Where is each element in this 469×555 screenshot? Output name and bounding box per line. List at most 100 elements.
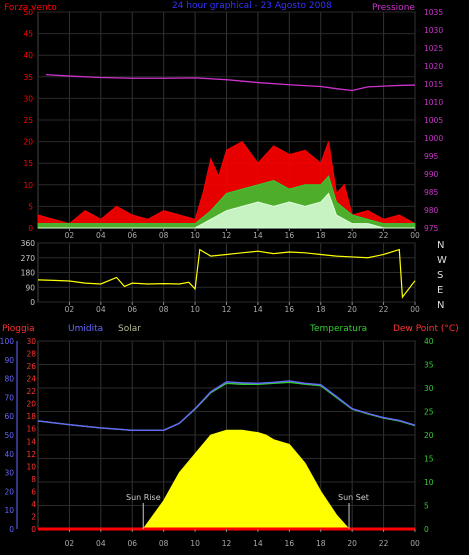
left-tick-label: 15 — [23, 159, 33, 168]
x-tick-label: 14 — [253, 305, 263, 314]
x-tick-label: 02 — [65, 539, 75, 548]
right-tick-label: 990 — [424, 170, 439, 179]
right-tick-label: 995 — [424, 152, 439, 161]
direction-tick-label: 90 — [25, 283, 35, 292]
rain-tick-label: 0 — [31, 525, 36, 534]
x-tick-label: 20 — [347, 539, 357, 548]
humidity-tick-label: 60 — [4, 412, 14, 421]
sun-rise-label: Sun Rise — [126, 493, 161, 502]
sun-set-label: Sun Set — [338, 493, 369, 502]
right-tick-label: 980 — [424, 206, 439, 215]
humidity-tick-label: 40 — [4, 450, 14, 459]
x-tick-label: 14 — [253, 539, 263, 548]
x-tick-label: 20 — [347, 231, 357, 240]
panel2-series — [37, 248, 416, 299]
x-tick-label: 10 — [190, 539, 200, 548]
rain-tick-label: 14 — [26, 437, 36, 446]
humidity-tick-label: 100 — [0, 337, 14, 346]
left-axis-label: Forza vento — [4, 3, 57, 13]
left-tick-label: 25 — [23, 116, 33, 125]
x-tick-label: 06 — [127, 539, 137, 548]
series-umidita-line — [37, 380, 416, 431]
temp-tick-label: 10 — [424, 478, 434, 487]
x-tick-label: 08 — [159, 231, 169, 240]
x-tick-label: 08 — [159, 305, 169, 314]
humidity-tick-label: 90 — [4, 356, 14, 365]
x-tick-label: 12 — [222, 305, 232, 314]
x-tick-label: 10 — [190, 231, 200, 240]
x-tick-label: 00 — [410, 539, 420, 548]
left-tick-label: 10 — [23, 181, 33, 190]
temp-tick-label: 0 — [424, 525, 429, 534]
left-tick-label: 35 — [23, 73, 33, 82]
x-tick-label: 02 — [65, 231, 75, 240]
compass-label: E — [437, 285, 443, 296]
x-tick-label: 04 — [96, 305, 106, 314]
x-tick-label: 02 — [65, 305, 75, 314]
rain-tick-label: 8 — [31, 475, 36, 484]
rain-tick-label: 12 — [26, 450, 36, 459]
wind-pressure-panel: 02 04 06 08 10 12 14 16 18 20 22 000510152025303540… — [4, 1, 443, 240]
left-tick-label: 40 — [23, 51, 33, 60]
rain-tick-label: 10 — [26, 462, 36, 471]
humidity-tick-label: 50 — [4, 431, 14, 440]
left-tick-label: 5 — [28, 202, 33, 211]
x-tick-label: 12 — [222, 539, 232, 548]
legend-umidita: Umidita — [68, 324, 103, 334]
left-tick-label: 50 — [23, 8, 33, 17]
x-tick-label: 22 — [379, 305, 389, 314]
rain-tick-label: 26 — [26, 362, 36, 371]
left-tick-label: 30 — [23, 94, 33, 103]
x-tick-label: 22 — [379, 539, 389, 548]
x-tick-label: 04 — [96, 539, 106, 548]
right-tick-label: 975 — [424, 224, 439, 233]
x-tick-label: 18 — [316, 305, 326, 314]
x-tick-label: 04 — [96, 231, 106, 240]
temp-tick-label: 40 — [424, 337, 434, 346]
temp-tick-label: 20 — [424, 431, 434, 440]
x-tick-label: 06 — [127, 305, 137, 314]
legend-solar: Solar — [118, 324, 141, 334]
direction-tick-label: 270 — [21, 254, 36, 263]
direction-tick-label: 360 — [21, 239, 36, 248]
rain-tick-label: 2 — [31, 512, 36, 521]
temp-tick-label: 5 — [424, 502, 429, 511]
series-direction-line — [37, 248, 416, 299]
right-tick-label: 1010 — [424, 98, 443, 107]
legend-temperatura: Temperatura — [309, 324, 367, 334]
temp-tick-label: 25 — [424, 408, 434, 417]
humidity-tick-label: 70 — [4, 393, 14, 402]
temp-tick-label: 35 — [424, 361, 434, 370]
legend-pioggia: Pioggia — [2, 324, 35, 334]
x-tick-label: 18 — [316, 539, 326, 548]
series-solar-area — [142, 429, 351, 530]
humidity-tick-label: 80 — [4, 375, 14, 384]
rain-tick-label: 6 — [31, 487, 36, 496]
panel2-grid — [38, 242, 416, 303]
legend-dew-point: Dew Point (°C) — [393, 324, 459, 334]
temp-tick-label: 15 — [424, 455, 434, 464]
right-tick-label: 1000 — [424, 134, 443, 143]
right-tick-label: 1025 — [424, 44, 443, 53]
rain-tick-label: 22 — [26, 387, 36, 396]
humidity-tick-label: 20 — [4, 487, 14, 496]
rain-tick-label: 28 — [26, 350, 36, 359]
left-tick-label: 45 — [23, 30, 33, 39]
panel1-axes: 02 04 06 08 10 12 14 16 18 20 22 000510152025303540… — [23, 8, 443, 240]
x-tick-label: 00 — [410, 305, 420, 314]
humidity-tick-label: 10 — [4, 506, 14, 515]
x-tick-label: 18 — [316, 231, 326, 240]
rain-tick-label: 24 — [26, 375, 36, 384]
rain-tick-label: 20 — [26, 400, 36, 409]
temp-tick-label: 30 — [424, 384, 434, 393]
rain-tick-label: 18 — [26, 412, 36, 421]
compass-label: S — [437, 270, 443, 281]
x-tick-label: 00 — [410, 231, 420, 240]
x-tick-label: 06 — [127, 231, 137, 240]
compass-label: W — [437, 255, 447, 266]
chart-title: 24 hour graphical - 23 Agosto 2008 — [172, 1, 332, 11]
rain-tick-label: 4 — [31, 500, 36, 509]
